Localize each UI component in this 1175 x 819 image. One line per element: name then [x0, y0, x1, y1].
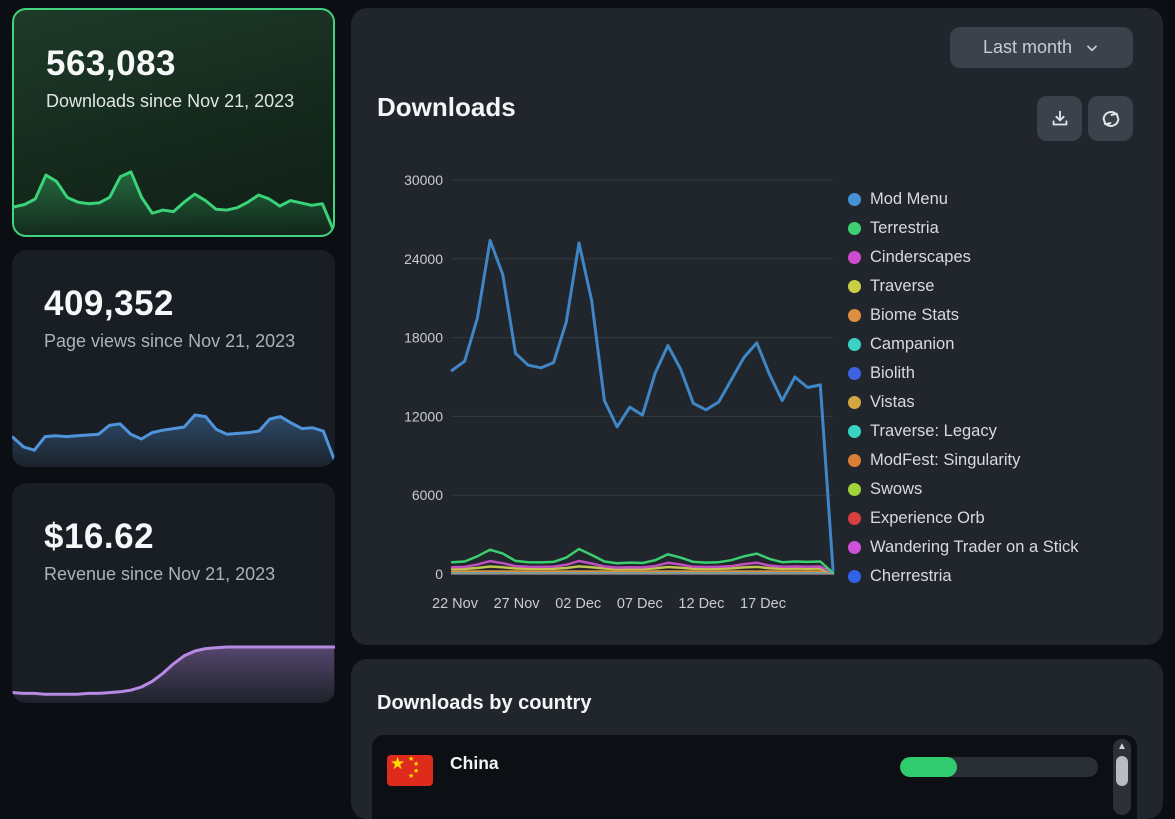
legend-item-9[interactable]: ModFest: Singularity	[848, 446, 1079, 475]
pageviews-total-label: Page views since Nov 21, 2023	[44, 331, 296, 351]
legend-label: Traverse	[870, 277, 935, 295]
legend-item-7[interactable]: Vistas	[848, 388, 1079, 417]
country-list: ★ ★ ★ ★ ★ China ▲	[372, 735, 1137, 819]
legend-label: Terrestria	[870, 219, 939, 237]
export-download-button[interactable]	[1037, 96, 1082, 141]
country-panel-title: Downloads by country	[377, 692, 592, 714]
legend-item-3[interactable]: Traverse	[848, 272, 1079, 301]
legend-dot-icon	[848, 454, 861, 467]
revenue-total: $16.62	[44, 517, 155, 556]
legend-item-10[interactable]: Swows	[848, 475, 1079, 504]
legend-dot-icon	[848, 367, 861, 380]
panel-title: Downloads	[377, 92, 516, 122]
legend-label: Mod Menu	[870, 190, 948, 208]
date-range-dropdown[interactable]: Last month	[950, 27, 1133, 68]
scrollbar-thumb[interactable]	[1116, 756, 1128, 786]
downloads-line-chart: 30000 24000 18000 12000 6000 0 22 Nov 27 Nov 02 …	[404, 172, 835, 612]
legend-item-11[interactable]: Experience Orb	[848, 504, 1079, 533]
downloads-panel: Last month Downloads 30000 24000 18000 1200…	[351, 8, 1163, 645]
country-download-bar-fill	[900, 757, 958, 777]
legend-dot-icon	[848, 425, 861, 438]
legend-item-2[interactable]: Cinderscapes	[848, 243, 1079, 272]
legend-dot-icon	[848, 396, 861, 409]
legend-item-4[interactable]: Biome Stats	[848, 301, 1079, 330]
legend-dot-icon	[848, 570, 861, 583]
svg-text:0: 0	[435, 566, 443, 582]
svg-text:30000: 30000	[404, 172, 443, 188]
legend-label: ModFest: Singularity	[870, 451, 1021, 469]
legend-label: Campanion	[870, 335, 955, 353]
legend-label: Experience Orb	[870, 509, 985, 527]
country-panel: Downloads by country ★ ★ ★ ★ ★ China ▲	[351, 659, 1163, 819]
downloads-total: 563,083	[46, 44, 177, 83]
svg-text:12000: 12000	[404, 408, 443, 424]
legend-label: Cherrestria	[870, 567, 952, 585]
legend-label: Vistas	[870, 393, 915, 411]
svg-text:17 Dec: 17 Dec	[740, 596, 786, 612]
legend-item-6[interactable]: Biolith	[848, 359, 1079, 388]
refresh-icon	[1102, 110, 1119, 127]
legend-dot-icon	[848, 483, 861, 496]
legend-item-0[interactable]: Mod Menu	[848, 185, 1079, 214]
svg-text:18000: 18000	[404, 330, 443, 346]
svg-text:24000: 24000	[404, 251, 443, 267]
legend-item-1[interactable]: Terrestria	[848, 214, 1079, 243]
legend-label: Wandering Trader on a Stick	[870, 538, 1079, 556]
legend-dot-icon	[848, 280, 861, 293]
legend-item-12[interactable]: Wandering Trader on a Stick	[848, 533, 1079, 562]
legend-item-5[interactable]: Campanion	[848, 330, 1079, 359]
chevron-down-icon	[1087, 44, 1097, 51]
legend-dot-icon	[848, 309, 861, 322]
legend-label: Traverse: Legacy	[870, 422, 997, 440]
legend-dot-icon	[848, 541, 861, 554]
country-list-scrollbar[interactable]: ▲	[1113, 739, 1131, 815]
svg-text:27 Nov: 27 Nov	[494, 596, 541, 612]
svg-text:07 Dec: 07 Dec	[617, 596, 663, 612]
svg-text:22 Nov: 22 Nov	[432, 596, 479, 612]
legend-label: Cinderscapes	[870, 248, 971, 266]
legend-label: Swows	[870, 480, 923, 498]
country-download-bar	[900, 757, 1098, 777]
pageviews-sparkline	[12, 413, 335, 467]
svg-text:02 Dec: 02 Dec	[555, 596, 601, 612]
downloads-total-label: Downloads since Nov 21, 2023	[46, 91, 295, 111]
country-name: China	[450, 753, 499, 773]
legend-dot-icon	[848, 251, 861, 264]
svg-text:6000: 6000	[412, 487, 443, 503]
legend-dot-icon	[848, 512, 861, 525]
downloads-sparkline	[14, 170, 333, 235]
legend-label: Biome Stats	[870, 306, 959, 324]
china-flag-icon: ★ ★ ★ ★ ★	[387, 755, 433, 786]
legend-dot-icon	[848, 338, 861, 351]
download-icon	[1052, 110, 1067, 125]
legend-item-13[interactable]: Cherrestria	[848, 562, 1079, 591]
legend-item-8[interactable]: Traverse: Legacy	[848, 417, 1079, 446]
legend-dot-icon	[848, 193, 861, 206]
chart-legend: Mod Menu Terrestria Cinderscapes Traverse Bi…	[848, 185, 1079, 591]
date-range-label: Last month	[982, 37, 1073, 57]
stat-card-revenue[interactable]: $16.62 Revenue since Nov 21, 2023	[12, 483, 335, 703]
legend-dot-icon	[848, 222, 861, 235]
svg-text:12 Dec: 12 Dec	[678, 596, 724, 612]
refresh-button[interactable]	[1088, 96, 1133, 141]
stat-card-downloads[interactable]: 563,083 Downloads since Nov 21, 2023	[12, 8, 335, 237]
revenue-sparkline	[12, 645, 335, 703]
country-row-china: ★ ★ ★ ★ ★ China	[372, 747, 1102, 807]
legend-label: Biolith	[870, 364, 915, 382]
pageviews-total: 409,352	[44, 284, 175, 323]
scroll-up-icon[interactable]: ▲	[1117, 741, 1127, 752]
stat-card-page-views[interactable]: 409,352 Page views since Nov 21, 2023	[12, 250, 335, 467]
revenue-total-label: Revenue since Nov 21, 2023	[44, 564, 276, 584]
